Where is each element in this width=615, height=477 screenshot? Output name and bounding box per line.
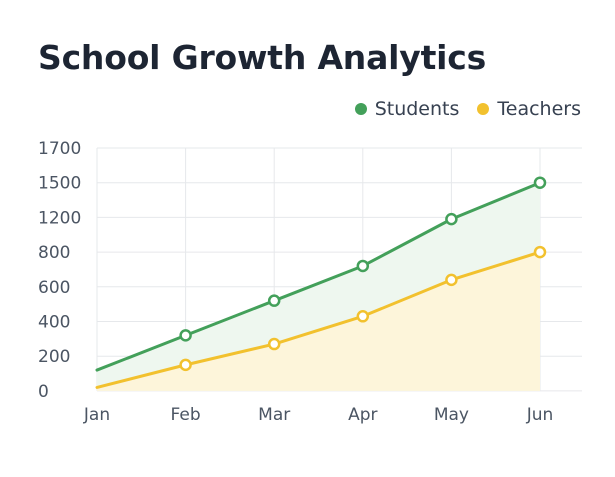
legend-item-teachers[interactable]: Teachers — [477, 98, 581, 120]
legend-swatch-teachers — [477, 103, 490, 115]
y-tick-label: 1500 — [38, 174, 81, 194]
x-tick-label: Feb — [171, 405, 201, 425]
point-teachers[interactable] — [356, 310, 370, 323]
point-students[interactable] — [179, 329, 192, 342]
x-tick-label: Jun — [526, 405, 554, 425]
point-teachers[interactable] — [267, 337, 281, 351]
y-tick-label: 200 — [38, 347, 70, 367]
legend-swatch-students — [354, 103, 367, 115]
legend-label-teachers: Teachers — [497, 98, 581, 120]
point-students[interactable] — [356, 259, 370, 273]
line-teachers — [95, 250, 542, 389]
point-students[interactable] — [533, 176, 547, 189]
x-tick-label: Mar — [258, 405, 290, 425]
legend: Students Teachers — [354, 98, 581, 120]
legend-item-students[interactable]: Students — [354, 98, 460, 120]
chart-title: School Growth Analytics — [38, 38, 487, 77]
point-students[interactable] — [445, 212, 458, 226]
point-teachers[interactable] — [533, 245, 547, 259]
area-teachers — [97, 252, 540, 391]
y-tick-label: 1700 — [38, 139, 81, 159]
x-tick-label: Apr — [348, 405, 377, 425]
y-tick-label: 600 — [38, 278, 70, 298]
y-tick-label: 400 — [38, 313, 70, 333]
x-tick-label: Jan — [83, 405, 110, 425]
y-tick-label: 1200 — [38, 208, 81, 228]
y-tick-label: 0 — [38, 382, 49, 402]
y-tick-label: 800 — [38, 243, 70, 263]
point-teachers[interactable] — [179, 358, 192, 372]
legend-label-students: Students — [374, 98, 460, 120]
x-tick-label: May — [434, 405, 469, 425]
point-teachers[interactable] — [445, 273, 458, 287]
point-students[interactable] — [267, 294, 281, 307]
line-students — [95, 181, 542, 372]
